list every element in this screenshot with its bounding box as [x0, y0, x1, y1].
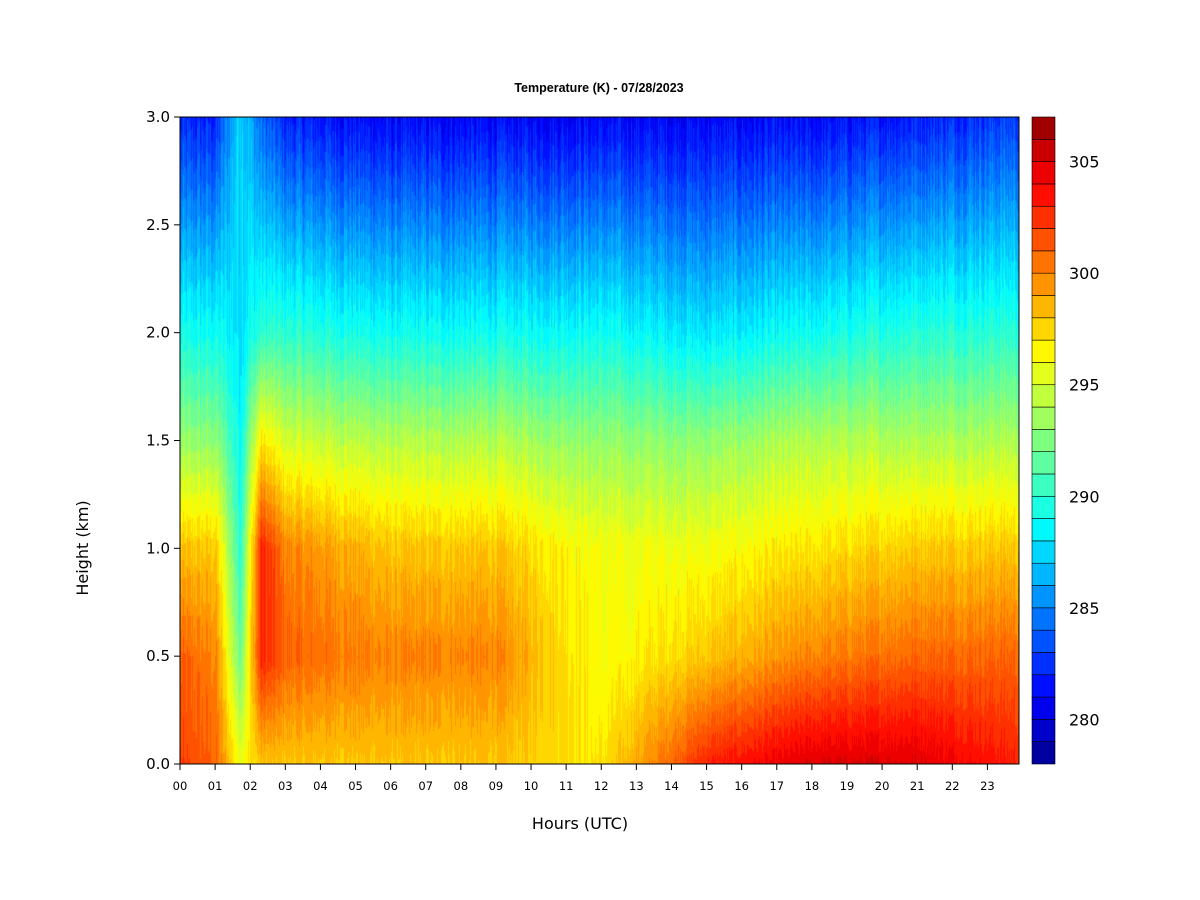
- x-axis-label: Hours (UTC): [532, 814, 628, 833]
- x-tick-label: 19: [840, 779, 855, 793]
- colorbar-segment: [1031, 696, 1056, 720]
- colorbar-segment: [1031, 562, 1056, 586]
- x-tick-label: 05: [348, 779, 363, 793]
- colorbar-tick-label: 295: [1069, 376, 1100, 395]
- colorbar: [1031, 116, 1056, 765]
- colorbar-segment: [1031, 116, 1056, 140]
- x-tick-label: 16: [734, 779, 749, 793]
- colorbar-ticks: 280 285 290 295 300 305: [1069, 153, 1100, 730]
- colorbar-segment: [1031, 183, 1056, 207]
- colorbar-tick-label: 300: [1069, 264, 1100, 283]
- x-tick-label: 17: [769, 779, 784, 793]
- colorbar-segment: [1031, 518, 1056, 542]
- x-tick-label: 21: [910, 779, 925, 793]
- x-tick-label: 15: [699, 779, 714, 793]
- x-tick-label: 09: [489, 779, 504, 793]
- x-axis: 00 01 02 03 04 05 06 07 08 09 10 11 12 13 14 15 16 17 18 19…: [173, 764, 995, 793]
- colorbar-segment: [1031, 473, 1056, 497]
- colorbar-segment: [1031, 451, 1056, 475]
- x-tick-label: 18: [805, 779, 820, 793]
- colorbar-segment: [1031, 161, 1056, 185]
- colorbar-segment: [1031, 429, 1056, 452]
- colorbar-segment: [1031, 205, 1056, 229]
- colorbar-segment: [1031, 607, 1056, 631]
- colorbar-segment: [1031, 250, 1056, 274]
- x-tick-label: 12: [594, 779, 609, 793]
- colorbar-segment: [1031, 674, 1056, 698]
- x-tick-label: 07: [418, 779, 433, 793]
- colorbar-segment: [1031, 719, 1056, 742]
- x-tick-label: 00: [173, 779, 188, 793]
- y-axis-label: Height (km): [73, 500, 92, 595]
- y-tick-label: 1.0: [146, 539, 170, 557]
- colorbar-tick-label: 305: [1069, 153, 1100, 172]
- colorbar-segment: [1031, 406, 1056, 430]
- colorbar-segment: [1031, 495, 1056, 519]
- y-tick-label: 3.0: [146, 108, 170, 126]
- x-tick-label: 04: [313, 779, 328, 793]
- x-tick-label: 22: [945, 779, 960, 793]
- colorbar-segment: [1031, 384, 1056, 408]
- colorbar-segment: [1031, 228, 1056, 252]
- colorbar-segment: [1031, 652, 1056, 676]
- colorbar-tick-label: 285: [1069, 599, 1100, 618]
- y-tick-label: 2.0: [146, 324, 170, 342]
- colorbar-segment: [1031, 272, 1056, 296]
- colorbar-segment: [1031, 339, 1056, 363]
- x-tick-label: 14: [664, 779, 679, 793]
- x-tick-label: 01: [208, 779, 223, 793]
- colorbar-segment: [1031, 295, 1056, 319]
- x-tick-label: 11: [559, 779, 574, 793]
- colorbar-segment: [1031, 629, 1056, 653]
- y-tick-label: 2.5: [146, 216, 170, 234]
- y-tick-label: 1.5: [146, 432, 170, 450]
- y-tick-label: 0.0: [146, 755, 170, 773]
- colorbar-segment: [1031, 139, 1056, 162]
- x-tick-label: 03: [278, 779, 293, 793]
- colorbar-segment: [1031, 540, 1056, 564]
- y-axis: 0.0 0.5 1.0 1.5 2.0 2.5 3.0: [146, 108, 180, 773]
- x-tick-label: 02: [243, 779, 258, 793]
- heatmap-image: [180, 117, 1019, 764]
- chart-title: Temperature (K) - 07/28/2023: [514, 81, 683, 95]
- colorbar-segment: [1031, 362, 1056, 386]
- plot-area: [179, 116, 1020, 765]
- x-tick-label: 23: [980, 779, 995, 793]
- y-tick-label: 0.5: [146, 647, 170, 665]
- colorbar-tick-label: 280: [1069, 710, 1100, 729]
- x-tick-label: 06: [383, 779, 398, 793]
- colorbar-tick-label: 290: [1069, 487, 1100, 506]
- colorbar-segment: [1031, 741, 1056, 765]
- colorbar-segment: [1031, 317, 1056, 341]
- x-tick-label: 13: [629, 779, 644, 793]
- x-tick-label: 10: [524, 779, 539, 793]
- x-tick-label: 20: [875, 779, 890, 793]
- x-tick-label: 08: [454, 779, 469, 793]
- colorbar-segment: [1031, 585, 1056, 609]
